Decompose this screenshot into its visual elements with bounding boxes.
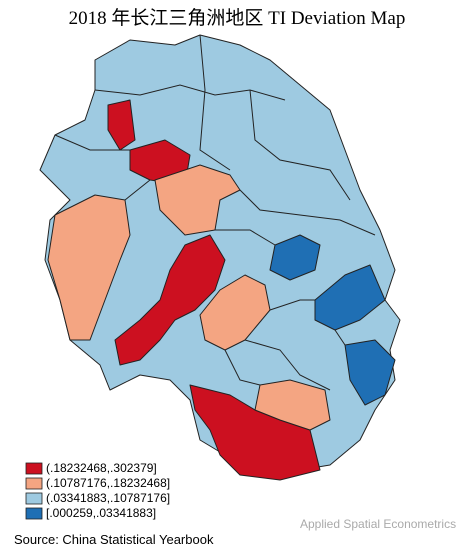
boundary bbox=[249, 89, 351, 201]
region bbox=[344, 339, 396, 406]
legend-label: (.18232468,.302379] bbox=[46, 461, 157, 475]
source-note: Source: China Statistical Yearbook bbox=[14, 532, 214, 547]
boundary bbox=[124, 179, 151, 201]
watermark: Applied Spatial Econometrics bbox=[300, 517, 456, 531]
boundary bbox=[224, 349, 261, 386]
legend-label: (.03341883,.10787176] bbox=[46, 491, 170, 505]
legend-swatch bbox=[25, 462, 43, 475]
region bbox=[154, 164, 241, 236]
legend-swatch bbox=[25, 492, 43, 505]
boundary bbox=[94, 84, 286, 101]
region bbox=[254, 379, 331, 431]
legend-label: [.000259,.03341883] bbox=[46, 506, 156, 520]
boundary bbox=[334, 329, 346, 346]
legend-swatch bbox=[25, 507, 43, 520]
boundary bbox=[54, 134, 130, 151]
region bbox=[314, 264, 386, 331]
region bbox=[107, 99, 136, 151]
region bbox=[189, 384, 321, 481]
boundary bbox=[244, 339, 331, 391]
region bbox=[269, 234, 321, 281]
boundary bbox=[199, 34, 231, 171]
boundary bbox=[215, 229, 276, 246]
map bbox=[39, 34, 401, 481]
legend-swatch bbox=[25, 477, 43, 490]
region bbox=[114, 234, 226, 366]
boundary bbox=[269, 299, 315, 311]
legend-label: (.10787176,.18232468] bbox=[46, 476, 170, 490]
region bbox=[47, 194, 131, 341]
region bbox=[199, 274, 271, 351]
legend: (.18232468,.302379](.10787176,.18232468]… bbox=[25, 461, 170, 520]
boundary bbox=[239, 189, 376, 236]
map-title: 2018 年长江三角洲地区 TI Deviation Map bbox=[69, 7, 406, 29]
